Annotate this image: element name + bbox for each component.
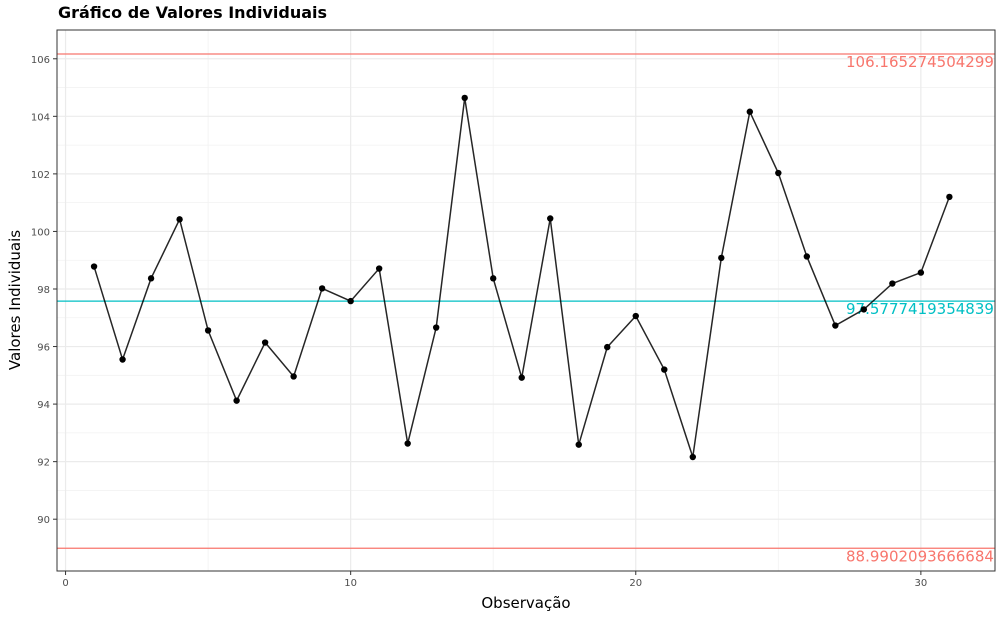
data-point (204, 327, 212, 334)
data-point (490, 275, 497, 282)
reference-line-label: 106.165274504299 (846, 53, 994, 71)
data-point (661, 366, 668, 373)
x-tick-label: 20 (629, 578, 642, 589)
data-point (518, 374, 525, 381)
chart-title: Gráfico de Valores Individuais (58, 3, 327, 22)
data-point (290, 373, 297, 380)
data-point (575, 441, 582, 448)
data-point (432, 324, 440, 331)
data-point (233, 397, 240, 404)
y-tick-label: 96 (37, 343, 50, 354)
y-axis-label: Valores Individuais (6, 230, 24, 370)
y-tick-label: 94 (37, 400, 50, 411)
data-point (718, 254, 725, 262)
x-axis-label: Observação (481, 594, 570, 612)
data-point (946, 193, 953, 201)
data-point (404, 440, 411, 447)
y-tick-label: 106 (31, 55, 50, 66)
reference-line-label: 97.5777419354839 (846, 300, 994, 318)
plot-border (56, 29, 996, 572)
data-point (860, 306, 868, 313)
data-point (632, 312, 639, 320)
y-tick-label: 104 (31, 112, 50, 123)
y-tick-label: 92 (37, 458, 50, 469)
data-point (147, 275, 155, 282)
data-point (261, 339, 269, 346)
data-point (119, 356, 126, 363)
y-tick-label: 90 (37, 515, 50, 526)
data-point (889, 280, 896, 287)
data-point (461, 94, 468, 102)
data-point (803, 253, 811, 260)
x-tick-label: 30 (915, 578, 928, 589)
x-tick-label: 10 (344, 578, 357, 589)
y-tick-label: 102 (31, 170, 50, 181)
data-point (689, 453, 696, 461)
data-point (832, 322, 839, 329)
data-point (90, 263, 98, 270)
reference-line-label: 88.9902093666684 (846, 547, 994, 565)
data-point (375, 265, 383, 272)
y-tick-label: 100 (31, 227, 50, 238)
data-point (347, 297, 354, 305)
x-tick-label: 0 (62, 578, 68, 589)
y-tick-label: 98 (37, 285, 50, 296)
data-point (176, 216, 183, 223)
data-point (547, 215, 554, 222)
data-point (775, 169, 782, 177)
data-point (318, 285, 326, 292)
data-point (746, 108, 754, 115)
data-point (917, 269, 925, 276)
data-point (604, 343, 611, 351)
